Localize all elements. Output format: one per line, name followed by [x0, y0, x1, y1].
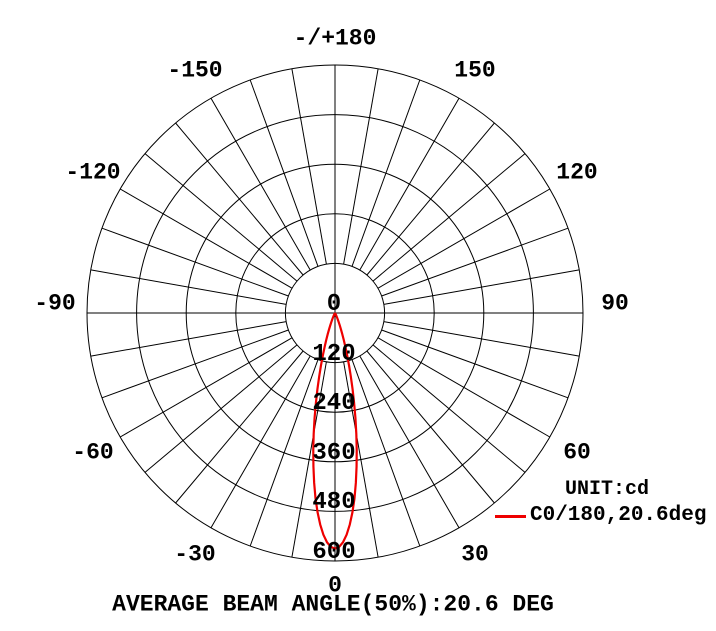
- radial-tick-label: 0: [326, 291, 342, 318]
- grid-spoke: [249, 79, 319, 267]
- grid-spoke: [381, 329, 569, 399]
- grid-spoke: [175, 122, 304, 276]
- grid-spoke: [210, 355, 311, 529]
- grid-spoke: [144, 153, 298, 282]
- grid-spoke: [210, 97, 311, 271]
- grid-spoke: [351, 359, 421, 547]
- grid-spoke: [372, 153, 526, 282]
- radial-tick-label: 240: [312, 390, 356, 417]
- angle-label: 90: [601, 290, 629, 317]
- angle-label: -120: [65, 159, 121, 186]
- intensity-curve: [312, 312, 358, 550]
- radial-tick-label: 600: [312, 539, 356, 566]
- legend-unit-label: UNIT:cd: [565, 478, 650, 501]
- grid-spoke: [381, 227, 569, 297]
- angle-label: -60: [72, 439, 114, 466]
- angle-label: 60: [563, 439, 591, 466]
- grid-spoke: [291, 361, 327, 558]
- grid-spoke: [144, 344, 298, 473]
- angle-label: 0: [328, 572, 342, 599]
- grid-spoke: [359, 355, 460, 529]
- grid-spoke: [372, 344, 526, 473]
- angle-label: 30: [461, 541, 489, 568]
- grid-spoke: [351, 79, 421, 267]
- radial-tick-label: 120: [312, 341, 356, 368]
- grid-spoke: [249, 359, 319, 547]
- grid-spoke: [175, 350, 304, 504]
- grid-spoke: [101, 227, 289, 297]
- angle-label: -90: [34, 290, 76, 317]
- grid-spoke: [383, 321, 580, 357]
- grid-spoke: [291, 68, 327, 265]
- legend-series-label: C0/180,20.6deg: [530, 504, 707, 527]
- angle-label: -30: [174, 541, 216, 568]
- grid-spoke: [377, 188, 551, 289]
- grid-spoke: [377, 337, 551, 438]
- radial-tick-label: 360: [312, 440, 356, 467]
- angle-label: 120: [556, 159, 598, 186]
- grid-spoke: [90, 269, 287, 305]
- grid-spoke: [343, 361, 379, 558]
- angle-label: -/+180: [293, 25, 377, 52]
- legend-series-swatch: [495, 515, 526, 518]
- grid-spoke: [90, 321, 287, 357]
- grid-spoke: [119, 188, 293, 289]
- angle-label: 150: [454, 57, 496, 84]
- beam-angle-caption: AVERAGE BEAM ANGLE(50%):20.6 DEG: [112, 591, 554, 618]
- grid-spoke: [366, 350, 495, 504]
- grid-spoke: [119, 337, 293, 438]
- angle-label: -150: [167, 57, 223, 84]
- polar-grid: [86, 64, 584, 562]
- grid-spoke: [366, 122, 495, 276]
- grid-spoke: [343, 68, 379, 265]
- radial-tick-label: 480: [312, 489, 356, 516]
- grid-spoke: [101, 329, 289, 399]
- grid-spoke: [383, 269, 580, 305]
- grid-spoke: [359, 97, 460, 271]
